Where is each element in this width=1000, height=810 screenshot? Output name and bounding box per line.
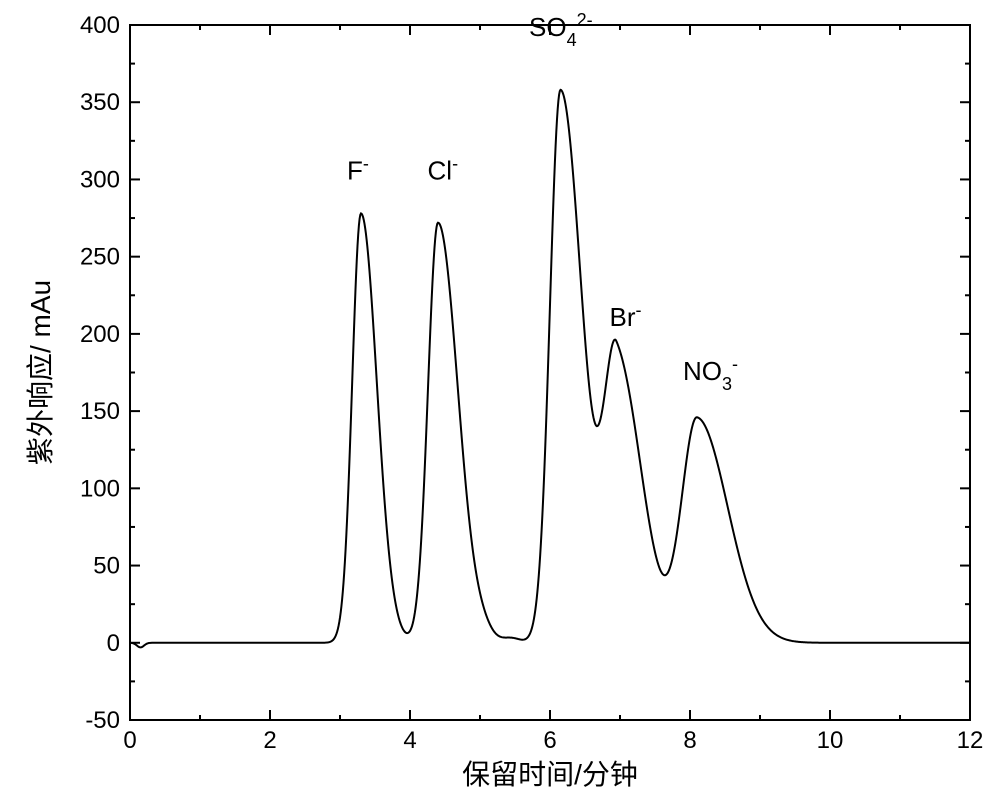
y-tick-label: 400 bbox=[80, 12, 120, 39]
x-tick-label: 12 bbox=[957, 727, 984, 754]
peak-label: Cl- bbox=[428, 153, 459, 185]
x-tick-label: 10 bbox=[817, 727, 844, 754]
y-tick-label: 100 bbox=[80, 475, 120, 502]
x-tick-label: 6 bbox=[543, 727, 556, 754]
y-tick-label: 200 bbox=[80, 321, 120, 348]
x-axis-title: 保留时间/分钟 bbox=[462, 759, 638, 790]
x-tick-label: 8 bbox=[683, 727, 696, 754]
plot-frame bbox=[130, 25, 970, 720]
y-axis-title: 紫外响应/ mAu bbox=[25, 280, 56, 465]
y-tick-label: 150 bbox=[80, 398, 120, 425]
chromatogram-chart: 024681012-50050100150200250300350400保留时间… bbox=[0, 0, 1000, 810]
y-tick-label: 250 bbox=[80, 244, 120, 271]
peak-label: NO3- bbox=[683, 354, 738, 394]
x-tick-label: 4 bbox=[403, 727, 416, 754]
y-tick-label: 0 bbox=[107, 630, 120, 657]
peak-label: Br- bbox=[610, 300, 642, 332]
x-tick-label: 0 bbox=[123, 727, 136, 754]
y-tick-label: 350 bbox=[80, 89, 120, 116]
peak-label: SO42- bbox=[529, 10, 593, 50]
y-tick-label: 300 bbox=[80, 166, 120, 193]
chart-svg: 024681012-50050100150200250300350400保留时间… bbox=[0, 0, 1000, 810]
y-tick-label: 50 bbox=[93, 553, 120, 580]
y-tick-label: -50 bbox=[85, 707, 120, 734]
peak-label: F- bbox=[347, 153, 369, 185]
x-tick-label: 2 bbox=[263, 727, 276, 754]
chromatogram-line bbox=[130, 90, 970, 648]
